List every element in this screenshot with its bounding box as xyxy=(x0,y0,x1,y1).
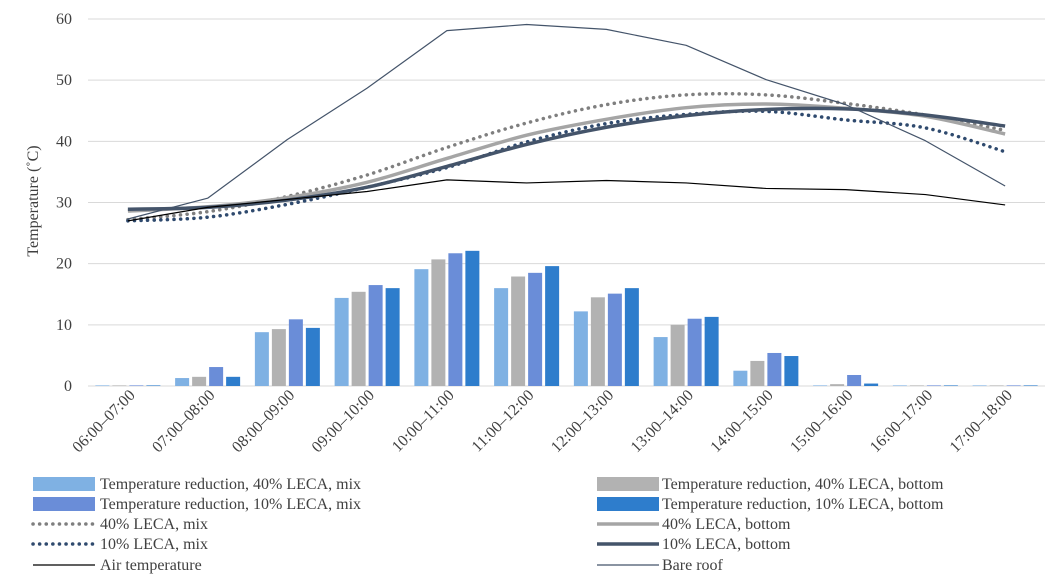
y-tick-label: 0 xyxy=(64,378,72,395)
bar xyxy=(926,385,941,386)
bar xyxy=(351,291,366,386)
line-series xyxy=(127,102,1006,213)
y-tick-label: 30 xyxy=(56,195,72,212)
y-axis-title: Temperature (˚C) xyxy=(25,145,42,256)
bar xyxy=(414,269,429,386)
x-tick-label: 14:00–15:00 xyxy=(707,387,776,456)
x-tick-label: 11:00–12:00 xyxy=(469,387,538,456)
bar xyxy=(607,293,622,386)
line-series-group xyxy=(126,23,1007,223)
x-tick-label: 12:00–13:00 xyxy=(548,387,617,456)
legend: Temperature reduction, 40% LECA, mix Temp… xyxy=(31,476,944,574)
line-series xyxy=(126,91,1007,222)
bar xyxy=(847,374,862,386)
bar xyxy=(334,297,349,386)
bar xyxy=(909,385,924,386)
legend-label: Temperature reduction, 10% LECA, mix xyxy=(100,496,361,513)
bar xyxy=(528,272,543,386)
bar xyxy=(704,316,719,386)
x-tick-label: 10:00–11:00 xyxy=(389,387,458,456)
x-axis-ticks: 06:00–07:00 07:00–08:00 08:00–09:00 09:00–1… xyxy=(69,387,1015,456)
bar xyxy=(864,383,879,386)
bar xyxy=(1023,385,1038,386)
bar xyxy=(511,276,526,386)
y-tick-label: 50 xyxy=(56,72,72,89)
bar xyxy=(385,288,400,386)
bar xyxy=(624,288,639,386)
legend-label: Temperature reduction, 10% LECA, bottom xyxy=(662,496,944,513)
bar xyxy=(989,385,1004,386)
bar xyxy=(175,378,190,386)
line-series xyxy=(127,179,1006,222)
bar xyxy=(892,385,907,386)
line-series xyxy=(127,23,1006,220)
bar xyxy=(271,329,286,386)
bar xyxy=(494,288,509,386)
bar xyxy=(146,385,161,386)
legend-swatch xyxy=(33,497,95,511)
legend-label: Air temperature xyxy=(100,557,202,574)
bar xyxy=(368,285,383,386)
legend-label: 10% LECA, mix xyxy=(100,536,208,553)
bar xyxy=(670,324,685,386)
x-tick-label: 17:00–18:00 xyxy=(947,387,1016,456)
bar-series-group xyxy=(95,250,1038,386)
x-tick-label: 13:00–14:00 xyxy=(628,387,697,456)
bar xyxy=(943,385,958,386)
bar xyxy=(448,253,463,386)
legend-label: 40% LECA, mix xyxy=(100,516,208,533)
bar xyxy=(192,376,207,386)
gridlines xyxy=(88,18,1045,387)
bar xyxy=(972,385,987,386)
x-tick-label: 16:00–17:00 xyxy=(867,387,936,456)
x-tick-label: 07:00–08:00 xyxy=(149,387,218,456)
legend-swatch xyxy=(597,477,659,491)
bar xyxy=(112,385,127,386)
legend-label: Temperature reduction, 40% LECA, mix xyxy=(100,476,361,493)
bar xyxy=(590,297,605,386)
bar xyxy=(750,360,765,386)
y-axis-ticks: 0 10 20 30 40 50 60 xyxy=(56,11,72,395)
bar xyxy=(830,384,845,386)
x-tick-label: 06:00–07:00 xyxy=(69,387,138,456)
bar xyxy=(305,327,320,386)
bar xyxy=(288,319,303,386)
line-series xyxy=(127,106,1006,211)
legend-label: 40% LECA, bottom xyxy=(662,516,791,533)
bar xyxy=(813,385,828,386)
legend-label: 10% LECA, bottom xyxy=(662,536,791,553)
bar xyxy=(129,385,144,386)
legend-label: Bare roof xyxy=(662,557,724,574)
bar xyxy=(1006,385,1021,386)
bar xyxy=(226,376,241,386)
bar xyxy=(545,266,560,386)
bar xyxy=(784,356,799,386)
legend-swatch xyxy=(33,477,95,491)
bar xyxy=(687,318,702,386)
legend-label: Temperature reduction, 40% LECA, bottom xyxy=(662,476,944,493)
y-tick-label: 40 xyxy=(56,133,72,150)
legend-swatch xyxy=(597,497,659,511)
y-tick-label: 20 xyxy=(56,256,72,273)
line-series xyxy=(126,109,1007,223)
bar xyxy=(95,385,110,386)
bar xyxy=(653,337,668,386)
bar xyxy=(254,332,269,386)
y-tick-label: 10 xyxy=(56,317,72,334)
bar xyxy=(573,311,588,386)
bar xyxy=(431,259,446,386)
bar xyxy=(767,352,782,386)
y-tick-label: 60 xyxy=(56,11,72,28)
bar xyxy=(465,250,480,386)
x-tick-label: 09:00–10:00 xyxy=(309,387,378,456)
bar xyxy=(209,367,224,386)
bar xyxy=(733,370,748,386)
x-tick-label: 15:00–16:00 xyxy=(787,387,856,456)
x-tick-label: 08:00–09:00 xyxy=(229,387,298,456)
